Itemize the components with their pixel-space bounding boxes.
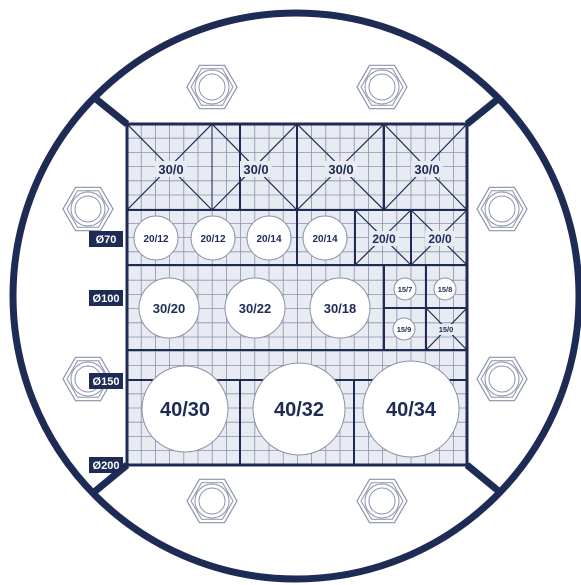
hex-bolt-icon xyxy=(186,64,238,110)
row1-label: 30/0 xyxy=(328,162,353,177)
row1-label: 30/0 xyxy=(158,162,183,177)
hex-bolt-icon xyxy=(356,478,408,524)
cable-hole xyxy=(392,317,416,341)
dimension-tag-label: Ø150 xyxy=(93,376,120,388)
cable-hole xyxy=(141,365,229,453)
row2-square-label: 20/0 xyxy=(372,232,396,246)
row3-circle-label: 30/22 xyxy=(239,301,272,316)
cable-hole xyxy=(309,277,371,339)
dimension-tag-label: Ø100 xyxy=(93,293,120,305)
row1-label: 30/0 xyxy=(414,162,439,177)
row4-label: 40/30 xyxy=(160,399,210,421)
dimension-tag-label: Ø70 xyxy=(96,234,117,246)
row4-label: 40/34 xyxy=(386,399,437,421)
row3-small-label: 15/0 xyxy=(439,325,454,334)
cable-hole xyxy=(133,215,179,261)
dimension-tag-label: Ø200 xyxy=(93,460,120,472)
row2-circle-label: 20/12 xyxy=(143,234,168,245)
hex-bolt-icon xyxy=(186,478,238,524)
cable-hole xyxy=(433,277,457,301)
hex-bolt-icon xyxy=(62,186,114,232)
row3-circle-label: 30/20 xyxy=(153,301,186,316)
dimension-tag xyxy=(89,290,123,306)
cable-holes xyxy=(133,215,460,458)
row2-circle-label: 20/14 xyxy=(256,234,281,245)
row2-square-label: 20/0 xyxy=(428,232,452,246)
dimension-tag xyxy=(89,457,123,473)
row2-circle-label: 20/14 xyxy=(312,234,337,245)
dimension-tags: Ø70 Ø100 Ø150 Ø200 xyxy=(89,231,123,473)
cable-hole xyxy=(393,277,417,301)
cable-hole xyxy=(224,277,286,339)
row4-label: 40/32 xyxy=(274,399,324,421)
cable-hole xyxy=(190,215,236,261)
dimension-tag xyxy=(89,373,123,389)
hex-bolt-icon xyxy=(356,64,408,110)
hex-bolt-icon xyxy=(476,186,528,232)
row2-circle-label: 20/12 xyxy=(200,234,225,245)
cable-hole xyxy=(252,362,346,456)
row3-small-label: 15/8 xyxy=(438,285,453,294)
cable-hole xyxy=(138,277,200,339)
row3-circle-label: 30/18 xyxy=(324,301,357,316)
row3-small-label: 15/7 xyxy=(398,285,413,294)
cable-hole xyxy=(362,360,460,458)
row3-small-label: 15/9 xyxy=(397,325,412,334)
hex-bolt-icon xyxy=(476,356,528,402)
cable-hole xyxy=(246,215,292,261)
dimension-tag xyxy=(89,231,123,247)
row1-label: 30/0 xyxy=(243,162,268,177)
bolt-group xyxy=(62,64,528,524)
cable-hole xyxy=(302,215,348,261)
